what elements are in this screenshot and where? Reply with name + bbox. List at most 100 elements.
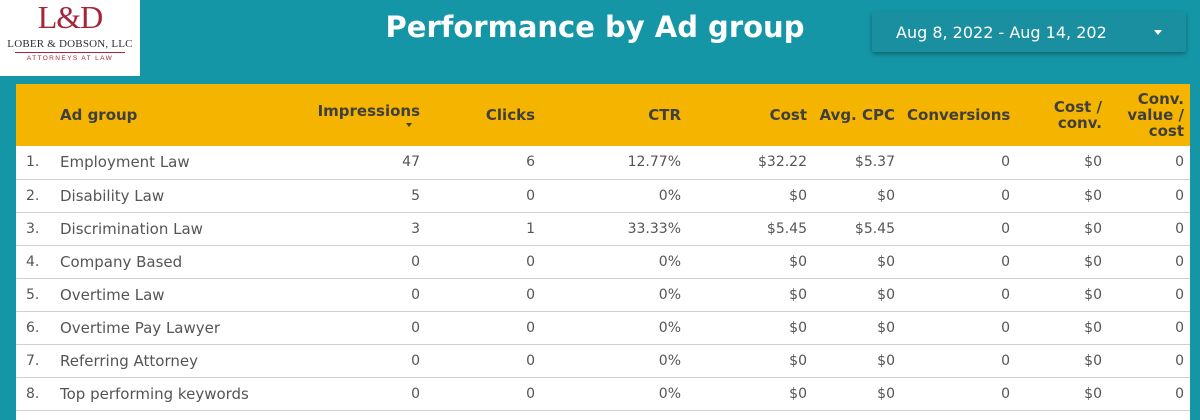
- row-cost: $32.22: [758, 154, 807, 171]
- table-header-row: Ad group Impressions Clicks CTR Cost Avg…: [16, 84, 1190, 146]
- row-avg-cpc: $0: [877, 352, 895, 369]
- row-ad-group: Discrimination Law: [60, 219, 203, 238]
- row-conversions: 0: [1001, 286, 1010, 303]
- row-impressions: 0: [411, 319, 420, 336]
- row-cost: $0: [789, 187, 807, 204]
- row-ctr: 0%: [658, 319, 681, 336]
- header-ctr[interactable]: CTR: [648, 106, 681, 124]
- row-cost-per-conv: $0: [1084, 319, 1102, 336]
- date-range-value: Aug 8, 2022 - Aug 14, 202: [896, 23, 1107, 42]
- dashboard-header: L&D LOBER & DOBSON, LLC ATTORNEYS AT LAW…: [0, 0, 1200, 80]
- table-row[interactable]: 7. Referring Attorney 0 0 0% $0 $0 0 $0 0: [16, 344, 1190, 377]
- row-ad-group: Overtime Law: [60, 285, 165, 304]
- table-row[interactable]: 8. Top performing keywords 0 0 0% $0 $0 0 $0 0: [16, 377, 1190, 410]
- row-ctr: 0%: [658, 187, 681, 204]
- row-ctr: 0%: [658, 286, 681, 303]
- row-cost-per-conv: $0: [1084, 154, 1102, 171]
- row-conv-value-per-cost: 0: [1175, 385, 1184, 402]
- row-clicks: 0: [526, 286, 535, 303]
- row-avg-cpc: $5.45: [854, 220, 895, 237]
- row-conv-value-per-cost: 0: [1175, 253, 1184, 270]
- row-clicks: 0: [526, 253, 535, 270]
- row-ctr: 12.77%: [627, 154, 681, 171]
- table-row[interactable]: 3. Discrimination Law 3 1 33.33% $5.45 $5.45 0 $…: [16, 212, 1190, 245]
- sort-desc-icon: [406, 123, 412, 127]
- row-index: 6.: [26, 319, 40, 336]
- row-clicks: 6: [526, 154, 535, 171]
- header-impressions[interactable]: Impressions: [298, 84, 426, 146]
- row-conversions: 0: [1001, 385, 1010, 402]
- row-avg-cpc: $0: [877, 385, 895, 402]
- row-cost-per-conv: $0: [1084, 352, 1102, 369]
- row-conv-value-per-cost: 0: [1175, 319, 1184, 336]
- row-cost-per-conv: $0: [1084, 385, 1102, 402]
- row-clicks: 1: [526, 220, 535, 237]
- row-impressions: 0: [411, 385, 420, 402]
- row-avg-cpc: $0: [877, 253, 895, 270]
- row-impressions: 0: [411, 253, 420, 270]
- row-conv-value-per-cost: 0: [1175, 187, 1184, 204]
- row-index: 2.: [26, 187, 40, 204]
- page-title: Performance by Ad group: [385, 10, 805, 44]
- row-cost-per-conv: $0: [1084, 220, 1102, 237]
- row-conv-value-per-cost: 0: [1175, 154, 1184, 171]
- row-cost-per-conv: $0: [1084, 187, 1102, 204]
- row-ctr: 0%: [658, 385, 681, 402]
- date-range-picker[interactable]: Aug 8, 2022 - Aug 14, 202: [872, 12, 1186, 52]
- chevron-down-icon[interactable]: [1154, 30, 1162, 35]
- header-cost-per-conv[interactable]: Cost / conv.: [1053, 98, 1102, 132]
- header-conversions[interactable]: Conversions: [907, 106, 1011, 124]
- row-ad-group: Overtime Pay Lawyer: [60, 318, 221, 337]
- row-ad-group: Top performing keywords: [60, 384, 249, 403]
- header-index: [16, 84, 58, 146]
- row-ad-group: Referring Attorney: [60, 351, 198, 370]
- row-cost: $0: [789, 286, 807, 303]
- table-row[interactable]: 4. Company Based 0 0 0% $0 $0 0 $0 0: [16, 245, 1190, 278]
- row-cost: $0: [789, 385, 807, 402]
- row-index: 4.: [26, 253, 40, 270]
- row-index: 5.: [26, 286, 40, 303]
- table-body: 1. Employment Law 47 6 12.77% $32.22 $5.37 0 $0 0…: [16, 146, 1190, 420]
- row-ctr: 0%: [658, 352, 681, 369]
- row-cost: $0: [789, 352, 807, 369]
- ad-group-table: Ad group Impressions Clicks CTR Cost Avg…: [16, 84, 1190, 420]
- table-row[interactable]: 5. Overtime Law 0 0 0% $0 $0 0 $0 0: [16, 278, 1190, 311]
- row-conversions: 0: [1001, 253, 1010, 270]
- table-row[interactable]: 2. Disability Law 5 0 0% $0 $0 0 $0 0: [16, 179, 1190, 212]
- row-conversions: 0: [1001, 352, 1010, 369]
- row-cost-per-conv: $0: [1084, 286, 1102, 303]
- row-impressions: 0: [411, 286, 420, 303]
- row-clicks: 0: [526, 187, 535, 204]
- row-avg-cpc: $0: [877, 187, 895, 204]
- row-ad-group: Employment Law: [60, 153, 190, 172]
- row-clicks: 0: [526, 352, 535, 369]
- table-row[interactable]: 6. Overtime Pay Lawyer 0 0 0% $0 $0 0 $0 0: [16, 311, 1190, 344]
- logo-tagline: ATTORNEYS AT LAW: [26, 55, 114, 62]
- header-conv-value-per-cost[interactable]: Conv. value / cost: [1127, 90, 1184, 140]
- header-avg-cpc[interactable]: Avg. CPC: [819, 106, 895, 124]
- row-conversions: 0: [1001, 220, 1010, 237]
- row-conversions: 0: [1001, 154, 1010, 171]
- logo-firm-name: LOBER & DOBSON, LLC: [7, 38, 133, 50]
- row-avg-cpc: $0: [877, 286, 895, 303]
- row-ad-group: Disability Law: [60, 186, 165, 205]
- table-row[interactable]: 1. Employment Law 47 6 12.77% $32.22 $5.37 0 $0 0: [16, 146, 1190, 179]
- row-conversions: 0: [1001, 319, 1010, 336]
- row-cost-per-conv: $0: [1084, 253, 1102, 270]
- row-clicks: 0: [526, 319, 535, 336]
- firm-logo: L&D LOBER & DOBSON, LLC ATTORNEYS AT LAW: [0, 0, 140, 76]
- row-conv-value-per-cost: 0: [1175, 220, 1184, 237]
- header-impressions-label: Impressions: [317, 102, 420, 120]
- row-impressions: 5: [411, 187, 420, 204]
- row-conv-value-per-cost: 0: [1175, 286, 1184, 303]
- row-avg-cpc: $0: [877, 319, 895, 336]
- header-ad-group[interactable]: Ad group: [60, 106, 138, 124]
- row-cost: $0: [789, 319, 807, 336]
- row-index: 1.: [26, 154, 40, 171]
- row-index: 8.: [26, 385, 40, 402]
- row-clicks: 0: [526, 385, 535, 402]
- row-impressions: 3: [411, 220, 420, 237]
- header-cost[interactable]: Cost: [769, 106, 807, 124]
- header-clicks[interactable]: Clicks: [485, 106, 535, 124]
- table-filler-row: [16, 410, 1190, 420]
